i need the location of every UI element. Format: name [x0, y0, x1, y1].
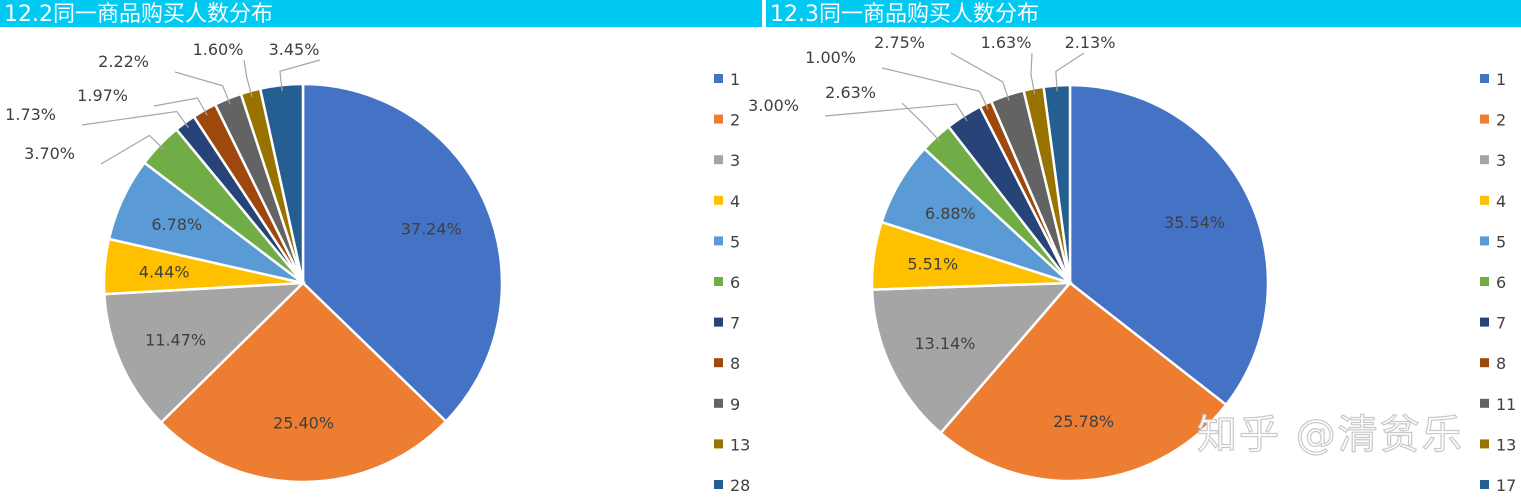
legend-label: 28 — [730, 476, 750, 495]
legend-label: 1 — [1496, 70, 1506, 89]
legend-swatch — [1480, 358, 1489, 368]
legend-label: 9 — [730, 395, 740, 414]
legend-label: 2 — [730, 111, 740, 130]
legend-swatch — [714, 195, 723, 205]
pie-slice-3 — [102, 281, 307, 425]
leader-line — [100, 134, 165, 165]
data-label: 6.88% — [925, 204, 976, 223]
legend-swatch — [714, 439, 723, 449]
legend-swatch — [1480, 74, 1489, 83]
legend-label: 3 — [1496, 151, 1506, 170]
legend-2: 1 2 3 4 5 6 7 8 11 13 17 — [1480, 70, 1516, 495]
leader-line — [901, 102, 941, 142]
data-label: 37.24% — [401, 220, 462, 239]
pie-chart-2: 35.54% 25.78% 13.14% 5.51% 6.88% 2.63% 3.00% 1.… — [748, 33, 1270, 483]
legend-swatch — [714, 155, 723, 165]
legend-swatch — [1480, 277, 1489, 286]
legend-1: 1 2 3 4 5 6 7 8 9 13 28 — [714, 70, 750, 495]
data-label: 1.00% — [805, 48, 856, 67]
leader-line — [81, 110, 189, 128]
legend-label: 17 — [1496, 476, 1516, 495]
legend-label: 7 — [730, 314, 740, 333]
legend-swatch — [714, 398, 723, 408]
leader-line — [824, 103, 968, 122]
legend-swatch — [1480, 114, 1489, 124]
chart-title-right: 12.3同一商品购买人数分布 — [770, 2, 1039, 27]
pie-slice-2 — [938, 281, 1228, 483]
legend-swatch — [1480, 398, 1489, 408]
pie-slice-2 — [159, 281, 448, 484]
legend-swatch — [714, 74, 723, 83]
data-label: 3.00% — [748, 96, 799, 115]
legend-swatch — [1480, 317, 1489, 327]
data-label: 1.60% — [193, 40, 244, 59]
legend-swatch — [1480, 195, 1489, 205]
leader-line — [1030, 52, 1036, 95]
legend-label: 11 — [1496, 395, 1516, 414]
title-bar-right — [766, 0, 1521, 27]
legend-swatch — [1480, 480, 1489, 489]
leader-line — [153, 97, 208, 116]
legend-label: 13 — [1496, 435, 1516, 454]
legend-swatch — [1480, 155, 1489, 165]
pie-slice-1 — [1068, 83, 1270, 407]
data-label: 25.40% — [273, 413, 334, 432]
legend-swatch — [714, 114, 723, 124]
legend-swatch — [1480, 236, 1489, 246]
data-label: 2.13% — [1065, 33, 1116, 52]
title-bar-left — [0, 0, 762, 27]
legend-label: 5 — [730, 232, 740, 251]
legend-swatch — [714, 480, 723, 489]
leader-line — [279, 59, 321, 92]
data-label: 35.54% — [1164, 213, 1225, 232]
legend-label: 8 — [1496, 354, 1506, 373]
data-label: 2.63% — [825, 83, 876, 102]
data-label: 1.63% — [981, 33, 1032, 52]
legend-swatch — [714, 317, 723, 327]
data-label: 1.73% — [5, 105, 56, 124]
pie-slice-1 — [301, 82, 504, 424]
legend-label: 13 — [730, 435, 750, 454]
legend-label: 4 — [1496, 192, 1506, 211]
data-label: 3.70% — [24, 144, 75, 163]
legend-label: 2 — [1496, 111, 1506, 130]
legend-label: 1 — [730, 70, 740, 89]
legend-label: 7 — [1496, 314, 1506, 333]
data-label: 3.45% — [269, 40, 320, 59]
data-label: 2.75% — [874, 33, 925, 52]
legend-label: 6 — [1496, 273, 1506, 292]
leader-line — [881, 67, 989, 110]
legend-label: 3 — [730, 151, 740, 170]
leader-line — [174, 71, 231, 105]
data-label: 25.78% — [1053, 412, 1114, 431]
data-label: 11.47% — [145, 330, 206, 349]
data-label: 2.22% — [98, 52, 149, 71]
legend-label: 8 — [730, 354, 740, 373]
leader-line — [950, 52, 1010, 102]
data-label: 1.97% — [77, 86, 128, 105]
data-label: 4.44% — [139, 262, 190, 281]
leader-line — [1055, 52, 1085, 92]
legend-label: 6 — [730, 273, 740, 292]
data-label: 6.78% — [151, 215, 202, 234]
legend-swatch — [1480, 439, 1489, 449]
pie-chart-1: 37.24% 25.40% 11.47% 4.44% 6.78% 3.70% 1.73% 1.… — [5, 40, 504, 484]
pie-slice-3 — [870, 281, 1073, 435]
watermark: 知乎 @清贫乐 — [1197, 412, 1464, 458]
chart-title-left: 12.2同一商品购买人数分布 — [4, 2, 273, 27]
legend-label: 5 — [1496, 232, 1506, 251]
legend-label: 4 — [730, 192, 740, 211]
legend-swatch — [714, 358, 723, 368]
leader-line — [243, 59, 253, 97]
legend-swatch — [714, 277, 723, 286]
legend-swatch — [714, 236, 723, 246]
data-label: 5.51% — [907, 255, 958, 274]
data-label: 13.14% — [914, 334, 975, 353]
